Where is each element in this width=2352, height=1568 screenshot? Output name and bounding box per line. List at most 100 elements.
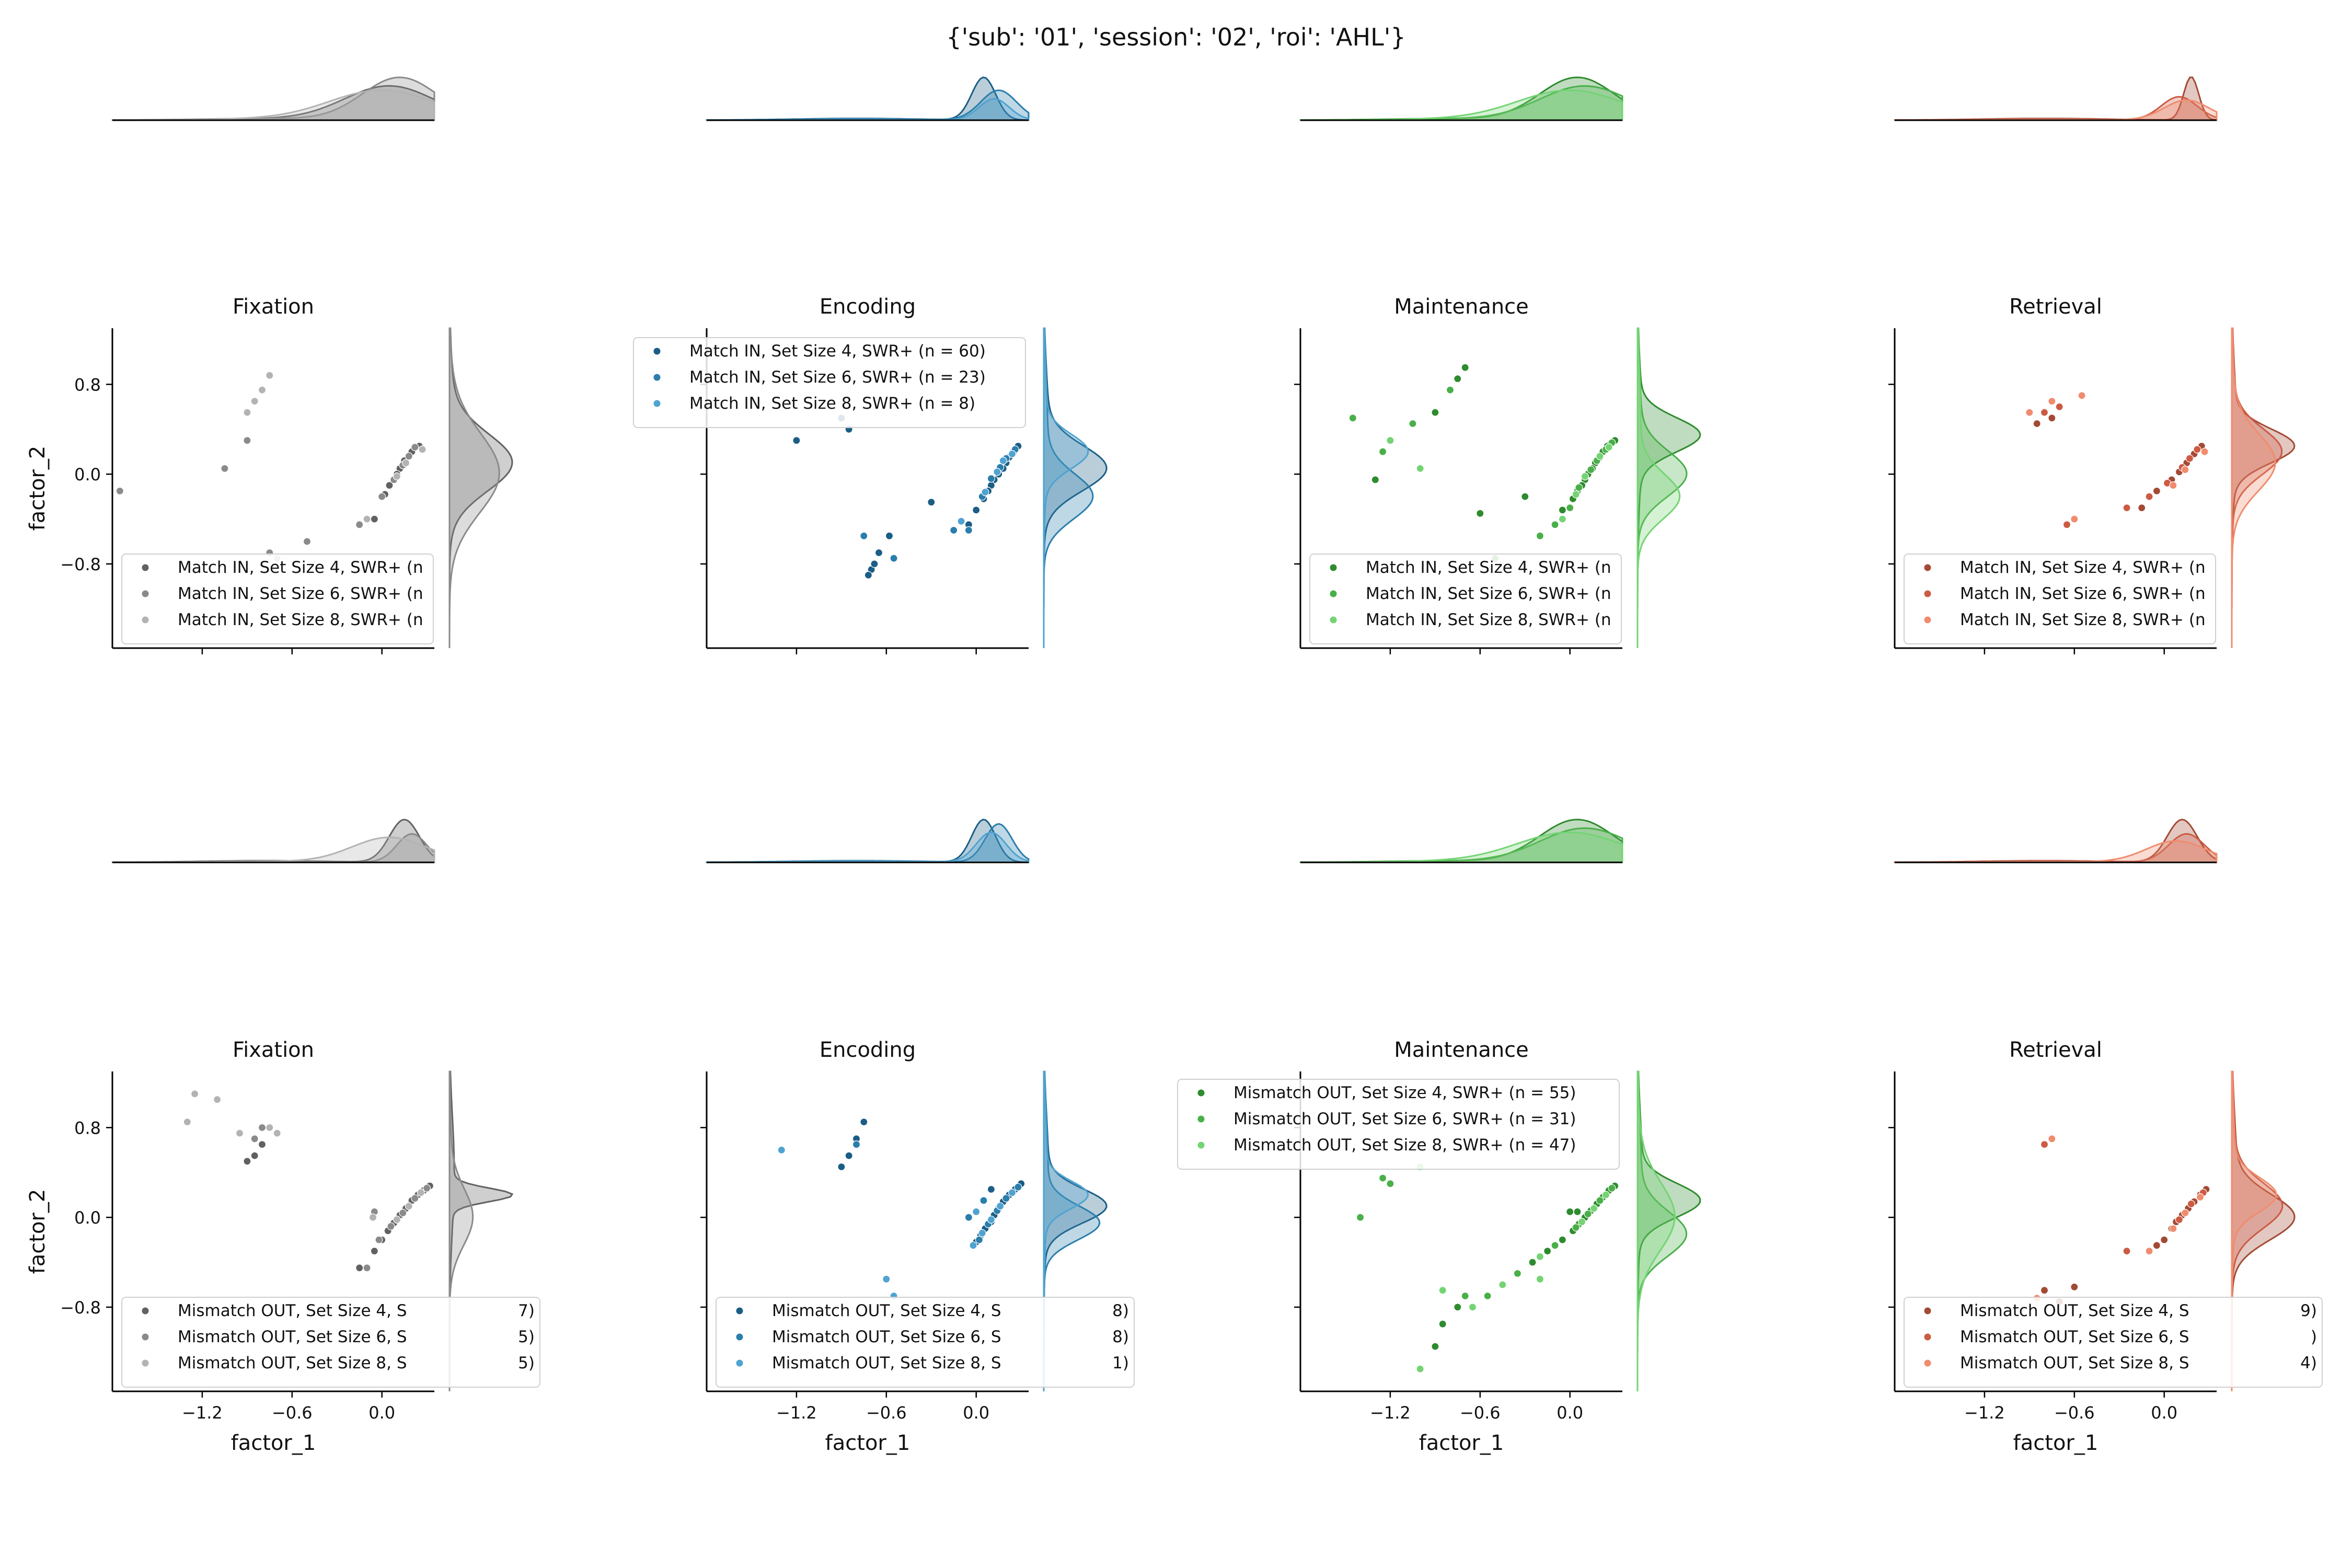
scatter-point: [870, 560, 879, 568]
scatter-point: [258, 1123, 267, 1132]
scatter-point: [1558, 1236, 1566, 1244]
scatter-point: [1371, 476, 1379, 484]
x-tick-label: −1.2: [1964, 1403, 2005, 1423]
scatter-point: [1379, 1174, 1387, 1182]
legend-marker: [142, 564, 149, 571]
scatter-point: [266, 1123, 274, 1132]
scatter-point: [1416, 464, 1424, 473]
scatter-point: [243, 1157, 251, 1166]
subplot-maintenance-0: Maintenance Match IN, Set Size 4, SWR+ (n…: [1294, 76, 1701, 654]
legend-marker: [1924, 590, 1931, 597]
scatter-point: [2048, 414, 2056, 422]
scatter-point: [1528, 1258, 1537, 1266]
legend-label: Mismatch OUT, Set Size 4, S: [1960, 1301, 2189, 1320]
legend-marker: [1924, 1307, 1931, 1315]
scatter-point: [213, 1096, 222, 1104]
legend-label-tail: 5): [518, 1328, 535, 1346]
x-tick-label: 0.0: [2151, 1403, 2177, 1423]
legend-frame: [121, 554, 434, 644]
scatter-point: [2152, 1241, 2161, 1250]
scatter-point: [2070, 1283, 2079, 1291]
legend-marker: [1924, 564, 1931, 571]
scatter-point: [2169, 1225, 2177, 1233]
x-tick-label: −0.6: [2054, 1403, 2095, 1423]
legend-frame: [121, 1297, 540, 1388]
y-tick-label: 0.0: [74, 1208, 101, 1228]
scatter-point: [999, 456, 1007, 465]
scatter-point: [243, 408, 251, 417]
scatter-point: [1014, 1183, 1022, 1191]
scatter-point: [964, 1213, 973, 1221]
scatter-point: [957, 517, 965, 525]
legend-label: Mismatch OUT, Set Size 8, SWR+ (n = 47): [1233, 1136, 1576, 1155]
subplot-fixation-1: Fixation 0.8 0.0 −0.8 −1.2 −0.6 0.0 factor_2fac…: [26, 818, 540, 1455]
legend-label: Mismatch OUT, Set Size 4, SWR+ (n = 55): [1233, 1083, 1576, 1102]
legend-marker: [736, 1359, 743, 1367]
legend-frame: [1309, 554, 1622, 644]
scatter-point: [401, 459, 410, 467]
legend-marker: [1330, 616, 1337, 624]
x-tick-label: −1.2: [1370, 1403, 1411, 1423]
legend-label: Match IN, Set Size 6, SWR+ (n: [178, 584, 423, 603]
y-axis-label: factor_2: [26, 446, 50, 531]
legend-label: Mismatch OUT, Set Size 6, S: [1960, 1328, 2189, 1346]
legend: Mismatch OUT, Set Size 4, S 9) Mismatch OU…: [1904, 1297, 2323, 1388]
scatter-point: [2145, 1247, 2153, 1255]
scatter-point: [2048, 397, 2056, 406]
legend-label: Match IN, Set Size 8, SWR+ (n = 8): [689, 394, 975, 413]
x-tick-label: 0.0: [368, 1403, 395, 1423]
scatter-point: [979, 1196, 988, 1205]
scatter-point: [987, 1215, 996, 1224]
scatter-point: [987, 1185, 996, 1194]
scatter-point: [1461, 1292, 1469, 1300]
scatter-point: [370, 1247, 379, 1255]
subplot-title: Encoding: [820, 1038, 916, 1062]
scatter-point: [1513, 1269, 1521, 1278]
scatter-point: [987, 475, 996, 483]
scatter-point: [2175, 1215, 2183, 1224]
legend-marker: [1197, 1089, 1205, 1097]
scatter-point: [399, 1209, 407, 1217]
subplot-fixation-0: Fixation 0.8 0.0 −0.8 factor_2 Match IN, Set …: [26, 76, 513, 654]
legend: Mismatch OUT, Set Size 4, S 7) Mismatch OU…: [121, 1297, 540, 1388]
scatter-point: [183, 1118, 191, 1126]
scatter-point: [368, 1213, 377, 1221]
scatter-point: [1438, 1286, 1447, 1295]
legend-marker: [1197, 1142, 1205, 1149]
scatter-point: [221, 464, 229, 473]
legend-label: Match IN, Set Size 6, SWR+ (n: [1960, 584, 2206, 603]
x-tick-label: −0.6: [866, 1403, 907, 1423]
top-marginal-kde: [1894, 840, 2218, 863]
scatter-point: [1431, 408, 1439, 417]
legend-marker: [1924, 1333, 1931, 1341]
scatter-point: [258, 1140, 267, 1149]
scatter-point: [393, 472, 401, 481]
legend-label-tail: 4): [2300, 1354, 2317, 1373]
legend-marker: [1197, 1115, 1205, 1123]
scatter-point: [405, 452, 413, 460]
scatter-point: [1596, 452, 1604, 460]
legend-label: Match IN, Set Size 6, SWR+ (n: [1366, 584, 1611, 603]
legend-label: Match IN, Set Size 4, SWR+ (n: [1960, 558, 2206, 577]
legend-occluder: [451, 1298, 457, 1386]
scatter-point: [890, 554, 898, 562]
y-tick-label: −0.8: [60, 1298, 101, 1318]
x-axis-label: factor_1: [825, 1431, 910, 1455]
figure-title: {'sub': '01', 'session': '02', 'roi': 'A…: [946, 23, 1406, 51]
scatter-point: [2181, 1209, 2189, 1217]
scatter-point: [235, 1129, 244, 1137]
scatter-point: [1558, 515, 1566, 523]
scatter-point: [1461, 363, 1469, 372]
legend-occluder: [2233, 1298, 2240, 1386]
subplot-title: Fixation: [233, 1038, 314, 1062]
scatter-point: [975, 1236, 984, 1244]
scatter-point: [1498, 1281, 1507, 1289]
legend-marker: [142, 590, 149, 597]
scatter-point: [2185, 454, 2194, 463]
scatter-point: [927, 498, 936, 506]
scatter-point: [792, 436, 801, 445]
scatter-point: [837, 1162, 846, 1171]
legend-marker: [142, 1333, 149, 1341]
scatter-point: [1596, 1196, 1604, 1205]
legend-label: Match IN, Set Size 4, SWR+ (n: [178, 558, 423, 577]
